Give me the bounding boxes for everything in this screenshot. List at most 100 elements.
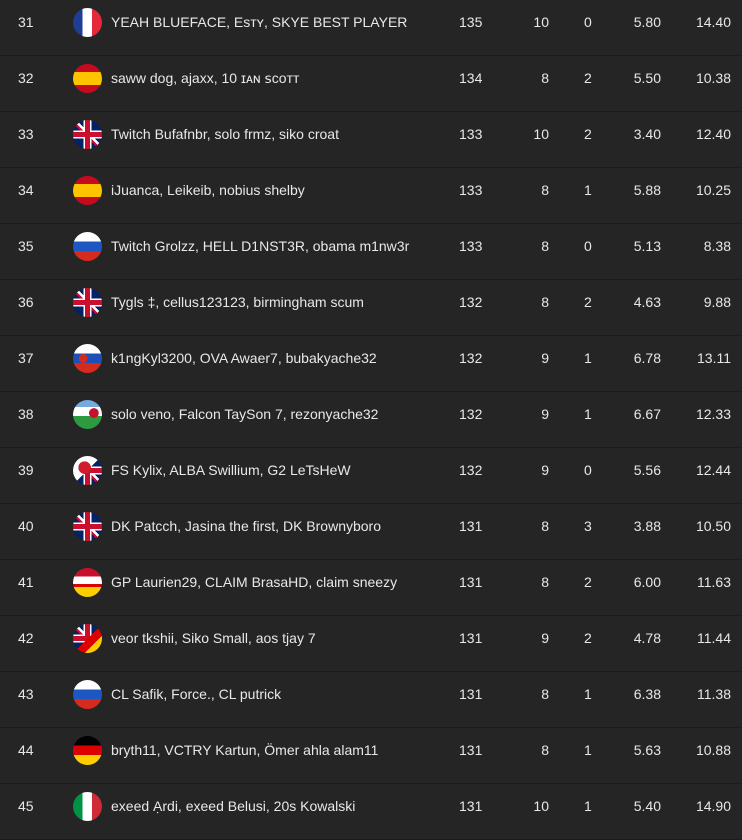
ratio: 8.38 xyxy=(703,238,731,254)
placement: 1 xyxy=(584,742,592,758)
rank: 40 xyxy=(18,518,34,534)
team-players[interactable]: iJuanca, Leikeib, nobius shelby xyxy=(111,182,305,198)
kills: 9 xyxy=(541,630,549,646)
average: 6.38 xyxy=(633,686,661,702)
kills: 8 xyxy=(541,742,549,758)
average: 5.50 xyxy=(633,70,661,86)
austria-germany-flag-icon xyxy=(73,568,102,597)
japan-uk-flag-icon xyxy=(73,456,102,485)
team-players[interactable]: YEAH BLUEFACE, Esᴛʏ, SKYE BEST PLAYER xyxy=(111,14,408,30)
table-row[interactable]: 42 veor tkshii, Siko Small, aos tjay 7 1… xyxy=(0,616,742,672)
table-row[interactable]: 35 Twitch Grolzz, HELL D1NST3R, obama m1… xyxy=(0,224,742,280)
russia-flag-icon xyxy=(73,232,102,261)
points: 132 xyxy=(459,406,483,422)
average: 5.40 xyxy=(633,798,661,814)
spain-flag-icon xyxy=(73,64,102,93)
average: 4.78 xyxy=(633,630,661,646)
rank: 39 xyxy=(18,462,34,478)
slovakia-flag-icon xyxy=(73,344,102,373)
uk-flag-icon xyxy=(73,512,102,541)
placement: 3 xyxy=(584,518,592,534)
points: 132 xyxy=(459,462,483,478)
table-row[interactable]: 45 exeed Ạrdi, exeed Belusi, 20s Kowalsk… xyxy=(0,784,742,840)
points: 131 xyxy=(459,630,483,646)
placement: 2 xyxy=(584,630,592,646)
points: 131 xyxy=(459,518,483,534)
placement: 1 xyxy=(584,406,592,422)
team-players[interactable]: solo veno, Falcon TaySon 7, rezonyache32 xyxy=(111,406,379,422)
ratio: 10.38 xyxy=(695,70,731,86)
argentina-wales-flag-icon xyxy=(73,400,102,429)
ratio: 12.44 xyxy=(695,462,731,478)
kills: 8 xyxy=(541,182,549,198)
team-players[interactable]: Twitch Grolzz, HELL D1NST3R, obama m1nw3… xyxy=(111,238,410,254)
table-row[interactable]: 32 saww dog, ajaxx, 10 ɪᴀɴ ꜱᴄᴏᴛᴛ 134 8 2… xyxy=(0,56,742,112)
kills: 8 xyxy=(541,70,549,86)
average: 6.67 xyxy=(633,406,661,422)
average: 5.13 xyxy=(633,238,661,254)
rank: 42 xyxy=(18,630,34,646)
rank: 41 xyxy=(18,574,34,590)
average: 5.56 xyxy=(633,462,661,478)
table-row[interactable]: 31 YEAH BLUEFACE, Esᴛʏ, SKYE BEST PLAYER… xyxy=(0,0,742,56)
points: 132 xyxy=(459,350,483,366)
placement: 0 xyxy=(584,238,592,254)
placement: 1 xyxy=(584,182,592,198)
ratio: 11.44 xyxy=(697,630,731,646)
team-players[interactable]: exeed Ạrdi, exeed Belusi, 20s Kowalski xyxy=(111,798,356,814)
table-row[interactable]: 39 FS Kylix, ALBA Swillium, G2 LeTsHeW 1… xyxy=(0,448,742,504)
table-row[interactable]: 37 k1ngKyl3200, OVA Awaer7, bubakyache32… xyxy=(0,336,742,392)
points: 133 xyxy=(459,126,483,142)
ratio: 10.50 xyxy=(695,518,731,534)
kills: 8 xyxy=(541,574,549,590)
team-players[interactable]: saww dog, ajaxx, 10 ɪᴀɴ ꜱᴄᴏᴛᴛ xyxy=(111,70,300,86)
team-players[interactable]: Tygls ‡, cellus123123, birmingham scum xyxy=(111,294,364,310)
placement: 1 xyxy=(584,350,592,366)
kills: 10 xyxy=(533,126,549,142)
ratio: 10.25 xyxy=(695,182,731,198)
table-row[interactable]: 43 CL Safik, Force., CL putrick 131 8 1 … xyxy=(0,672,742,728)
table-row[interactable]: 34 iJuanca, Leikeib, nobius shelby 133 8… xyxy=(0,168,742,224)
placement: 2 xyxy=(584,126,592,142)
points: 135 xyxy=(459,14,483,30)
kills: 8 xyxy=(541,294,549,310)
points: 133 xyxy=(459,182,483,198)
ratio: 14.90 xyxy=(695,798,731,814)
ratio: 10.88 xyxy=(695,742,731,758)
table-row[interactable]: 40 DK Patcch, Jasina the first, DK Brown… xyxy=(0,504,742,560)
team-players[interactable]: bryth11, VCTRY Kartun, Ömer ahla alam11 xyxy=(111,742,379,758)
germany-flag-icon xyxy=(73,736,102,765)
team-players[interactable]: Twitch Bufafnbr, solo frmz, siko croat xyxy=(111,126,339,142)
average: 6.78 xyxy=(633,350,661,366)
rank: 33 xyxy=(18,126,34,142)
kills: 8 xyxy=(541,238,549,254)
kills: 9 xyxy=(541,406,549,422)
kills: 10 xyxy=(533,14,549,30)
rank: 44 xyxy=(18,742,34,758)
team-players[interactable]: GP Laurien29, CLAIM BrasaHD, claim sneez… xyxy=(111,574,398,590)
table-row[interactable]: 36 Tygls ‡, cellus123123, birmingham scu… xyxy=(0,280,742,336)
team-players[interactable]: veor tkshii, Siko Small, aos tjay 7 xyxy=(111,630,316,646)
team-players[interactable]: CL Safik, Force., CL putrick xyxy=(111,686,282,702)
average: 5.80 xyxy=(633,14,661,30)
team-players[interactable]: k1ngKyl3200, OVA Awaer7, bubakyache32 xyxy=(111,350,377,366)
ratio: 12.33 xyxy=(695,406,731,422)
average: 3.88 xyxy=(633,518,661,534)
average: 5.63 xyxy=(633,742,661,758)
spain-flag-icon xyxy=(73,176,102,205)
placement: 1 xyxy=(584,686,592,702)
table-row[interactable]: 33 Twitch Bufafnbr, solo frmz, siko croa… xyxy=(0,112,742,168)
average: 3.40 xyxy=(633,126,661,142)
russia-flag-icon xyxy=(73,680,102,709)
placement: 0 xyxy=(584,462,592,478)
table-row[interactable]: 38 solo veno, Falcon TaySon 7, rezonyach… xyxy=(0,392,742,448)
rank: 35 xyxy=(18,238,34,254)
kills: 8 xyxy=(541,686,549,702)
table-row[interactable]: 44 bryth11, VCTRY Kartun, Ömer ahla alam… xyxy=(0,728,742,784)
team-players[interactable]: FS Kylix, ALBA Swillium, G2 LeTsHeW xyxy=(111,462,351,478)
average: 5.88 xyxy=(633,182,661,198)
table-row[interactable]: 41 GP Laurien29, CLAIM BrasaHD, claim sn… xyxy=(0,560,742,616)
ratio: 11.38 xyxy=(697,686,731,702)
team-players[interactable]: DK Patcch, Jasina the first, DK Brownybo… xyxy=(111,518,381,534)
uk-germany-flag-icon xyxy=(73,624,102,653)
